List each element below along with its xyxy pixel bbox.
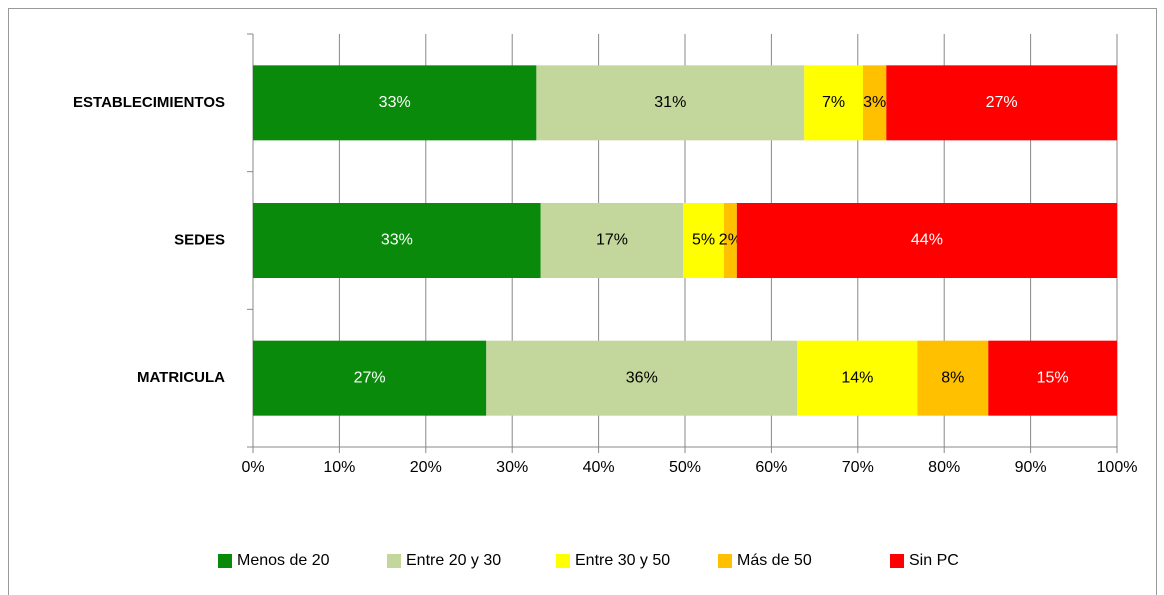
x-tick-label: 100% bbox=[1097, 459, 1138, 476]
bar-segment bbox=[988, 340, 1117, 416]
data-label: 8% bbox=[941, 369, 964, 386]
data-label: 5% bbox=[692, 232, 715, 249]
bar-segment bbox=[486, 340, 798, 416]
data-label: 31% bbox=[654, 94, 686, 111]
category-label: MATRICULA bbox=[137, 369, 225, 386]
x-tick-label: 20% bbox=[410, 459, 442, 476]
bar-segment bbox=[683, 203, 724, 278]
legend-swatch bbox=[556, 554, 570, 568]
bar-segment bbox=[253, 65, 537, 141]
category-label: ESTABLECIMIENTOS bbox=[73, 94, 225, 111]
data-label: 7% bbox=[822, 94, 845, 111]
x-tick-label: 80% bbox=[928, 459, 960, 476]
data-label: 27% bbox=[986, 94, 1018, 111]
legend-label: Entre 30 y 50 bbox=[575, 552, 670, 569]
x-tick-label: 30% bbox=[496, 459, 528, 476]
bar-segment bbox=[723, 203, 737, 278]
x-tick-label: 90% bbox=[1015, 459, 1047, 476]
data-label: 33% bbox=[381, 232, 413, 249]
legend-label: Sin PC bbox=[909, 552, 959, 569]
x-tick-label: 0% bbox=[241, 459, 264, 476]
bar-segment bbox=[917, 340, 989, 416]
data-label: 3% bbox=[863, 94, 886, 111]
x-tick-label: 10% bbox=[323, 459, 355, 476]
data-label: 44% bbox=[911, 232, 943, 249]
x-tick-label: 60% bbox=[755, 459, 787, 476]
category-label: SEDES bbox=[174, 231, 225, 248]
bar-segment bbox=[540, 203, 684, 278]
bar-segment bbox=[797, 340, 918, 416]
data-label: 14% bbox=[841, 369, 873, 386]
bar-segment bbox=[253, 203, 541, 278]
data-label: 36% bbox=[626, 369, 658, 386]
data-label: 2% bbox=[719, 232, 742, 249]
x-tick-label: 40% bbox=[583, 459, 615, 476]
x-tick-label: 70% bbox=[842, 459, 874, 476]
legend-swatch bbox=[718, 554, 732, 568]
bar-segment bbox=[736, 203, 1117, 278]
data-label: 27% bbox=[354, 369, 386, 386]
x-tick-label: 50% bbox=[669, 459, 701, 476]
legend-label: Menos de 20 bbox=[237, 552, 330, 569]
legend-swatch bbox=[890, 554, 904, 568]
legend-swatch bbox=[218, 554, 232, 568]
bar-segment bbox=[253, 340, 487, 416]
legend-swatch bbox=[387, 554, 401, 568]
data-label: 33% bbox=[379, 94, 411, 111]
bar-segment bbox=[536, 65, 805, 141]
bar-segment bbox=[862, 65, 887, 141]
chart-frame bbox=[8, 8, 1157, 595]
data-label: 17% bbox=[596, 232, 628, 249]
legend-label: Más de 50 bbox=[737, 552, 812, 569]
bar-segment bbox=[804, 65, 863, 141]
legend-label: Entre 20 y 30 bbox=[406, 552, 501, 569]
data-label: 15% bbox=[1037, 369, 1069, 386]
bar-segment bbox=[886, 65, 1117, 141]
